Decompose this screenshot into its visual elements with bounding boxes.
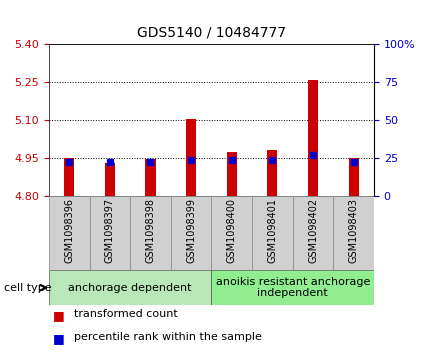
Bar: [49, 270, 211, 305]
Bar: [227, 152, 237, 196]
Bar: [252, 196, 293, 270]
Text: GSM1098399: GSM1098399: [186, 198, 196, 263]
Text: percentile rank within the sample: percentile rank within the sample: [74, 332, 262, 342]
Bar: [130, 196, 171, 270]
Text: anchorage dependent: anchorage dependent: [68, 283, 192, 293]
Bar: [211, 196, 252, 270]
Bar: [293, 196, 333, 270]
Text: GSM1098402: GSM1098402: [308, 198, 318, 264]
Bar: [186, 119, 196, 196]
Text: anoikis resistant anchorage
independent: anoikis resistant anchorage independent: [215, 277, 370, 298]
Bar: [348, 158, 359, 196]
Text: GSM1098401: GSM1098401: [267, 198, 278, 263]
Bar: [64, 158, 74, 196]
Bar: [49, 196, 90, 270]
Text: GSM1098398: GSM1098398: [145, 198, 156, 263]
Text: ■: ■: [53, 309, 65, 322]
Text: GSM1098397: GSM1098397: [105, 198, 115, 264]
Text: transformed count: transformed count: [74, 309, 178, 319]
Bar: [333, 196, 374, 270]
Title: GDS5140 / 10484777: GDS5140 / 10484777: [137, 26, 286, 40]
Bar: [308, 81, 318, 196]
Text: cell type: cell type: [4, 283, 52, 293]
Bar: [145, 159, 156, 196]
Bar: [267, 150, 278, 196]
Bar: [90, 196, 130, 270]
Text: GSM1098396: GSM1098396: [64, 198, 74, 263]
Text: GSM1098403: GSM1098403: [348, 198, 359, 263]
Text: ■: ■: [53, 332, 65, 345]
Bar: [211, 270, 374, 305]
Bar: [105, 163, 115, 196]
Bar: [171, 196, 211, 270]
Text: GSM1098400: GSM1098400: [227, 198, 237, 263]
